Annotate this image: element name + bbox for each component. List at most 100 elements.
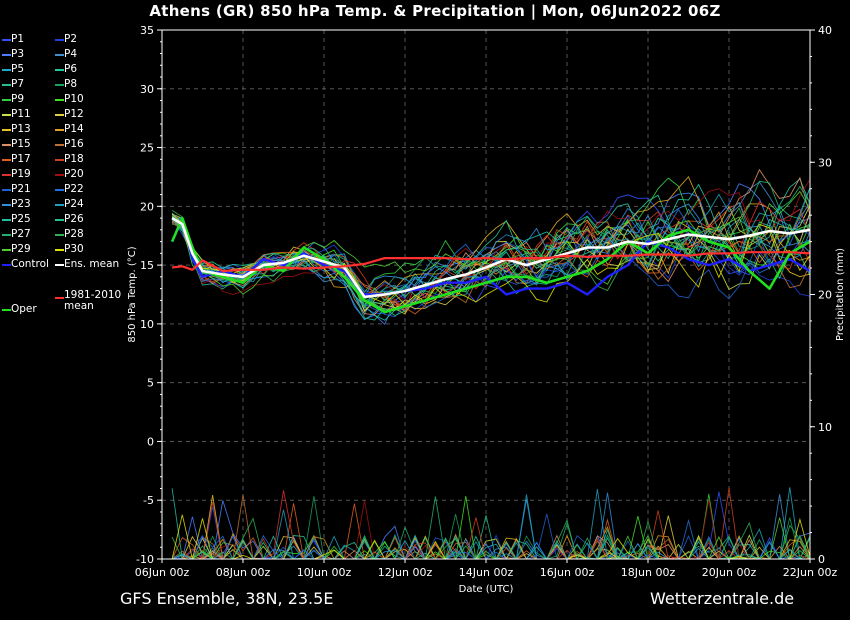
footer-model-info: GFS Ensemble, 38N, 23.5E — [120, 589, 334, 608]
y-tick-label: -5 — [143, 494, 154, 507]
highlighted-series-layer — [170, 216, 811, 314]
plot-frame — [161, 29, 811, 560]
legend-swatch — [55, 39, 64, 41]
legend-swatch — [2, 99, 11, 101]
y2-tick-label: 20 — [818, 289, 832, 302]
series-line-ens-mean — [171, 216, 811, 299]
legend-swatch — [55, 84, 64, 86]
y-tick-label: 25 — [140, 142, 154, 155]
legend-swatch — [2, 144, 11, 146]
legend-swatch — [55, 144, 64, 146]
legend-swatch — [2, 114, 11, 116]
legend-label: P25 — [11, 213, 31, 225]
legend-swatch — [2, 219, 11, 221]
legend-label: P20 — [64, 168, 84, 180]
ensemble-member-line — [171, 187, 811, 321]
x-tick-label: 08Jun 00z — [216, 566, 271, 579]
series-line-control — [170, 216, 811, 296]
legend-label: P18 — [64, 153, 84, 165]
x-tick-label: 12Jun 00z — [378, 566, 433, 579]
legend-label: Oper — [11, 303, 37, 315]
legend-label: 1981-2010 mean — [64, 289, 122, 312]
legend-label: P1 — [11, 33, 25, 45]
legend-label: P13 — [11, 123, 31, 135]
y-tick-label: 30 — [140, 83, 154, 96]
x-axis-title: Date (UTC) — [459, 584, 514, 595]
ensemble-member-line — [171, 203, 811, 298]
legend-swatch — [2, 39, 11, 41]
y2-tick-label: 0 — [818, 553, 825, 566]
ensemble-member-line — [171, 219, 811, 311]
legend-swatch — [55, 249, 64, 251]
legend-swatch — [2, 249, 11, 251]
legend-swatch — [2, 264, 11, 266]
y-tick-label: 10 — [140, 318, 154, 331]
x-tick-label: 20Jun 00z — [702, 566, 757, 579]
y-tick-label: 5 — [147, 377, 154, 390]
legend-label: P2 — [64, 33, 78, 45]
legend-swatch — [2, 69, 11, 71]
y-tick-label: -10 — [136, 553, 154, 566]
y2-tick-label: 40 — [818, 24, 832, 37]
legend-swatch — [55, 219, 64, 221]
legend-swatch — [2, 189, 11, 191]
footer-site-credit: Wetterzentrale.de — [650, 589, 795, 608]
legend-label: P12 — [64, 108, 84, 120]
legend-label: P23 — [11, 198, 31, 210]
series-line-1981-2010-mean — [171, 251, 811, 273]
legend-label: Ens. mean — [64, 258, 120, 270]
legend-label: P19 — [11, 168, 31, 180]
y-axis-title: 850 hPa Temp. (°C) — [127, 246, 138, 342]
legend-swatch — [55, 174, 64, 176]
legend-label: P28 — [64, 228, 84, 240]
chart-title: Athens (GR) 850 hPa Temp. & Precipitatio… — [149, 2, 721, 20]
ensemble-member-line — [171, 206, 811, 321]
y-tick-label: 0 — [147, 435, 154, 448]
x-tick-label: 22Jun 00z — [783, 566, 838, 579]
legend-label: P22 — [64, 183, 84, 195]
legend-label: P5 — [11, 63, 25, 75]
axes-layer: -10 -5 0 5 10 15 20 25 30 35 0 10 20 30 40 06Jun 00z 08J… — [127, 24, 846, 595]
legend-label: P27 — [11, 228, 31, 240]
legend: P1 P2 P3 P4 P5 P6 P7 P8 P9 P10 P11 P12 P13 P14 P15 P16 P… — [0, 32, 140, 332]
x-tick-label: 10Jun 00z — [297, 566, 352, 579]
y2-axis-title: Precipitation (mm) — [835, 248, 846, 341]
legend-swatch — [2, 204, 11, 206]
legend-swatch — [55, 54, 64, 56]
legend-label: P29 — [11, 243, 31, 255]
legend-swatch — [2, 159, 11, 161]
legend-label: P10 — [64, 93, 84, 105]
legend-label: P24 — [64, 198, 84, 210]
legend-label: P16 — [64, 138, 84, 150]
legend-label: P17 — [11, 153, 31, 165]
legend-label: P8 — [64, 78, 78, 90]
legend-swatch — [55, 99, 64, 101]
legend-swatch — [2, 174, 11, 176]
legend-label: P26 — [64, 213, 84, 225]
legend-swatch — [2, 54, 11, 56]
x-tick-label: 06Jun 00z — [135, 566, 190, 579]
legend-label: P4 — [64, 48, 78, 60]
legend-label: P14 — [64, 123, 84, 135]
legend-label: P9 — [11, 93, 25, 105]
legend-label: P6 — [64, 63, 78, 75]
legend-swatch — [55, 297, 64, 299]
legend-swatch — [55, 114, 64, 116]
x-tick-label: 14Jun 00z — [459, 566, 514, 579]
y-tick-label: 15 — [140, 259, 154, 272]
legend-label: P3 — [11, 48, 25, 60]
legend-swatch — [55, 264, 64, 266]
legend-swatch — [2, 234, 11, 236]
legend-label: P21 — [11, 183, 31, 195]
legend-label: P7 — [11, 78, 25, 90]
legend-label: P11 — [11, 108, 31, 120]
legend-label: P30 — [64, 243, 84, 255]
legend-swatch — [2, 129, 11, 131]
legend-label: P15 — [11, 138, 31, 150]
legend-label: Control — [11, 258, 49, 270]
legend-swatch — [55, 234, 64, 236]
y-tick-label: 35 — [140, 24, 154, 37]
legend-swatch — [2, 84, 11, 86]
